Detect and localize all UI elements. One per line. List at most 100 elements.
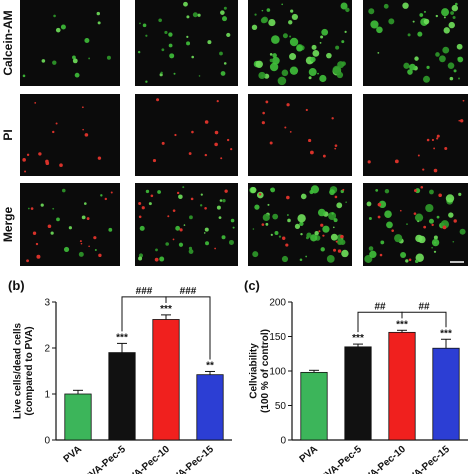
cell bbox=[289, 66, 299, 75]
cell bbox=[452, 15, 456, 19]
cell bbox=[319, 74, 327, 83]
cell bbox=[94, 249, 97, 252]
cell bbox=[320, 35, 324, 39]
cell bbox=[34, 102, 37, 104]
cell bbox=[375, 188, 379, 192]
cell bbox=[97, 21, 101, 25]
cell bbox=[214, 130, 219, 135]
cell bbox=[367, 160, 371, 164]
cell bbox=[335, 240, 338, 243]
cell bbox=[182, 186, 185, 189]
cell bbox=[429, 189, 434, 195]
cell bbox=[443, 27, 450, 34]
cell bbox=[431, 246, 433, 249]
panel-label: (c) bbox=[244, 278, 260, 293]
cell bbox=[38, 152, 42, 156]
cell bbox=[331, 117, 334, 120]
cell bbox=[272, 53, 277, 58]
cell bbox=[271, 56, 280, 65]
cell bbox=[458, 119, 461, 122]
y-tick-label: 0 bbox=[280, 436, 286, 447]
cell bbox=[294, 223, 301, 230]
cell bbox=[450, 11, 455, 15]
cell bbox=[142, 23, 147, 28]
bracket-label: ### bbox=[136, 286, 153, 297]
cell bbox=[431, 223, 434, 227]
error-bar bbox=[309, 369, 319, 373]
significance: *** bbox=[160, 304, 172, 315]
cell bbox=[334, 147, 337, 150]
cell bbox=[63, 246, 70, 253]
cell bbox=[148, 202, 152, 206]
cell bbox=[220, 157, 223, 160]
cell bbox=[425, 203, 434, 213]
cell bbox=[269, 141, 273, 145]
cell bbox=[458, 192, 462, 196]
cell bbox=[188, 152, 192, 155]
cell bbox=[262, 213, 270, 221]
micrograph bbox=[135, 183, 238, 266]
cell bbox=[305, 108, 308, 112]
cell bbox=[50, 231, 54, 235]
cell bbox=[262, 111, 265, 115]
cell bbox=[183, 1, 188, 7]
cell bbox=[165, 242, 169, 246]
cell bbox=[341, 40, 345, 44]
y-tick-label: 50 bbox=[275, 401, 287, 412]
cell bbox=[204, 120, 209, 124]
cell bbox=[258, 192, 262, 196]
cell bbox=[326, 254, 335, 263]
cell bbox=[266, 8, 271, 12]
cell bbox=[265, 222, 269, 226]
cell bbox=[228, 239, 234, 245]
cell bbox=[417, 154, 420, 157]
cell bbox=[423, 225, 427, 229]
cell bbox=[296, 44, 303, 52]
cell bbox=[403, 62, 410, 69]
cell bbox=[451, 4, 459, 12]
cell bbox=[186, 41, 191, 46]
micrograph bbox=[248, 94, 352, 176]
cell bbox=[252, 228, 255, 230]
cell bbox=[340, 234, 344, 239]
cell bbox=[72, 58, 78, 64]
cell bbox=[426, 65, 430, 70]
cell bbox=[384, 210, 392, 219]
cell bbox=[406, 223, 408, 226]
cell bbox=[310, 234, 318, 242]
cell bbox=[150, 194, 154, 198]
cell bbox=[337, 249, 342, 253]
cell bbox=[286, 103, 290, 107]
cell bbox=[169, 53, 175, 59]
cell bbox=[455, 2, 458, 6]
cell bbox=[168, 32, 173, 37]
cell bbox=[297, 214, 306, 223]
cell bbox=[32, 231, 37, 235]
cell bbox=[344, 30, 347, 34]
cell bbox=[200, 193, 203, 196]
cell bbox=[447, 62, 455, 69]
cell bbox=[45, 161, 50, 166]
cell bbox=[391, 229, 394, 232]
y-tick-label: 0 bbox=[44, 436, 50, 447]
cell bbox=[218, 216, 222, 219]
cell bbox=[52, 130, 55, 134]
x-tick-label: PVA-Pec-15 bbox=[166, 444, 216, 474]
bracket-label: ### bbox=[180, 286, 197, 297]
cell bbox=[168, 43, 173, 48]
cell bbox=[22, 158, 26, 162]
cell bbox=[271, 35, 280, 44]
cell bbox=[232, 226, 235, 229]
bar bbox=[64, 393, 92, 441]
cell bbox=[137, 50, 141, 54]
cell bbox=[61, 188, 66, 193]
cell bbox=[68, 226, 72, 230]
cell bbox=[82, 128, 84, 131]
cell bbox=[220, 71, 226, 76]
cell bbox=[317, 72, 319, 75]
x-tick-label: PVA bbox=[62, 444, 84, 465]
cell bbox=[35, 242, 39, 246]
bar bbox=[432, 347, 460, 441]
cell bbox=[98, 253, 102, 258]
bar bbox=[196, 374, 224, 441]
